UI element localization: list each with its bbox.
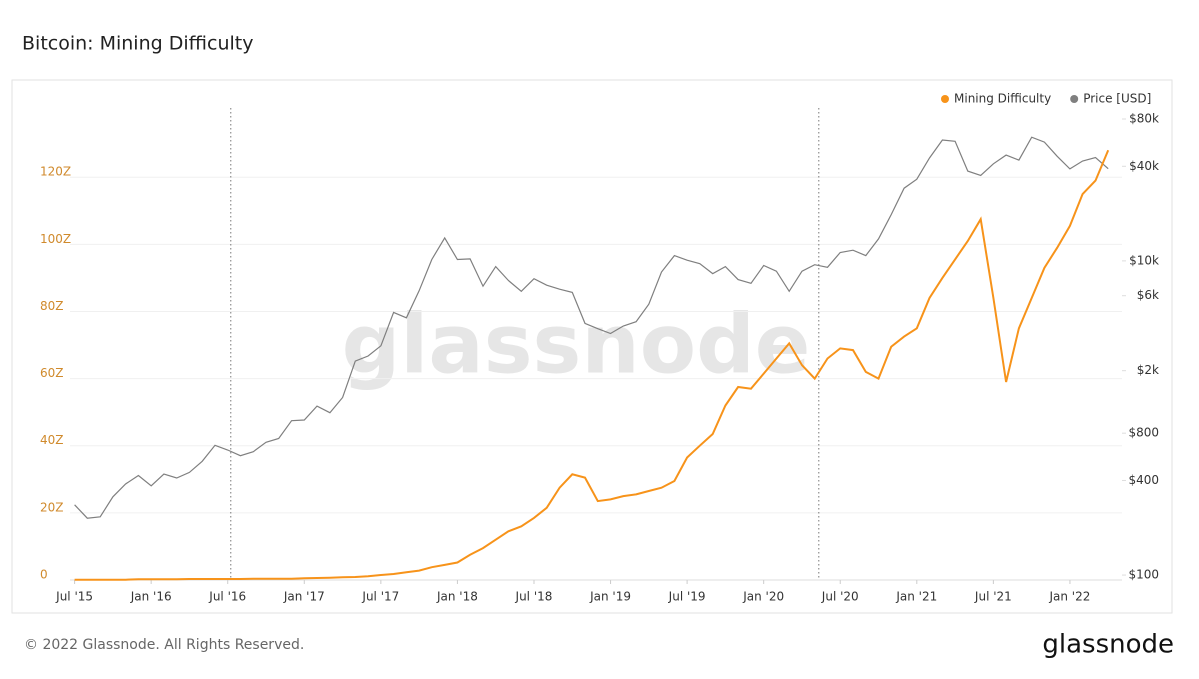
footer: © 2022 Glassnode. All Rights Reserved. [24,637,304,653]
y2-tick-label: $400 [1128,473,1159,487]
y-tick-label: 20Z [40,500,64,514]
y2-tick-label: $800 [1128,426,1159,440]
x-tick-label: Jul '17 [361,590,399,604]
y2-tick-label: $6k [1137,288,1159,302]
series-line [74,149,1110,581]
legend-label: Mining Difficulty [954,92,1051,106]
chart-frame [11,79,1173,614]
y-tick-label: 40Z [40,433,64,447]
legend-marker [941,95,949,103]
page-title: Bitcoin: Mining Difficulty [22,33,253,55]
x-tick-label: Jan '20 [742,590,784,604]
y2-tick-label: $10k [1129,253,1159,267]
y2-tick-label: $100 [1128,568,1159,582]
y-tick-label: 80Z [40,299,64,313]
y2-tick-label: $2k [1137,363,1159,377]
x-tick-label: Jul '15 [55,590,93,604]
logo: glassnode [1042,630,1174,660]
x-tick-label: Jul '16 [208,590,246,604]
x-tick-label: Jul '20 [821,590,859,604]
x-tick-label: Jan '18 [436,590,478,604]
y-tick-label: 120Z [40,165,71,179]
x-tick-label: Jan '17 [283,590,325,604]
x-tick-label: Jul '21 [974,590,1012,604]
x-tick-label: Jan '19 [589,590,631,604]
y-tick-label: 100Z [40,232,71,246]
y2-tick-label: $40k [1129,159,1159,173]
plot: glassnode 0 20Z 40Z 60Z 80Z 100Z 120Z $100 $400 $8… [40,92,1159,604]
x-tick-label: Jul '18 [515,590,553,604]
y2-tick-label: $80k [1129,112,1159,126]
y-tick-label: 0 [40,568,48,582]
x-tick-label: Jan '16 [130,590,172,604]
y-tick-label: 60Z [40,366,64,380]
x-tick-label: Jul '19 [668,590,706,604]
legend-marker [1070,95,1079,103]
watermark: glassnode [342,297,811,392]
series-line [74,136,1109,519]
x-tick-label: Jan '21 [895,590,937,604]
x-tick-label: Jan '22 [1048,590,1090,604]
legend-label: Price [USD] [1083,92,1151,106]
